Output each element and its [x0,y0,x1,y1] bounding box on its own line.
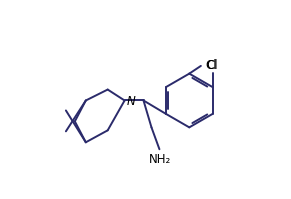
Text: NH₂: NH₂ [149,153,172,166]
Text: Cl: Cl [206,59,217,72]
Text: Cl: Cl [207,59,218,72]
Text: N: N [127,95,136,108]
